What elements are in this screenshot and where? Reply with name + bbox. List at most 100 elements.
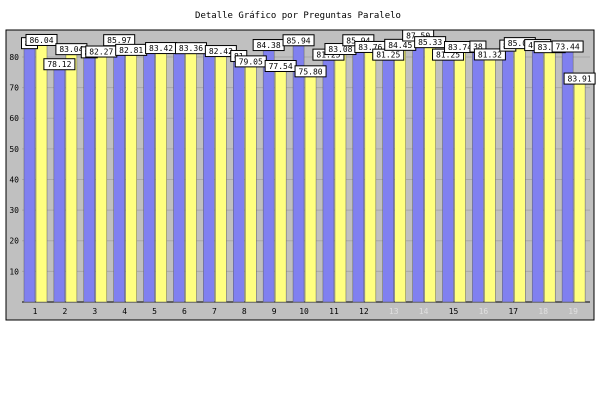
data-label-box: 75.80 [294, 65, 327, 78]
bar-yellow-6 [185, 46, 197, 303]
x-tick-label: 12 [359, 307, 369, 316]
data-label-box: 78.12 [43, 58, 76, 71]
bar-blue-8 [233, 54, 245, 303]
bar-yellow-3 [95, 49, 108, 303]
data-label-box: 83.42 [145, 42, 178, 55]
data-label: 85.94 [287, 36, 311, 45]
data-label: 85.97 [107, 36, 131, 45]
bar-blue-10 [292, 38, 305, 303]
x-tick-label: 9 [272, 307, 277, 316]
data-label-box: 85.94 [282, 34, 315, 47]
data-label: 77.54 [269, 62, 293, 71]
data-label-box: 83.91 [563, 72, 596, 85]
data-label-box: 73.44 [551, 40, 584, 53]
bar-yellow-11 [334, 47, 347, 303]
data-label: 83.74 [448, 43, 472, 52]
bar-blue-12 [352, 38, 365, 303]
data-label-bg [551, 40, 584, 53]
x-tick-label: 13 [389, 307, 399, 316]
x-tick-label: 10 [299, 307, 309, 316]
x-tick-label: 3 [92, 307, 97, 316]
x-tick-label: 1 [33, 307, 38, 316]
data-label: 81.32 [478, 50, 502, 59]
bar-yellow-18 [543, 45, 556, 303]
bar-yellow-12 [364, 45, 377, 303]
x-tick-label: 16 [479, 307, 489, 316]
bar-yellow-9 [274, 64, 287, 303]
chart-title: Detalle Gráfico por Preguntas Paralelo [195, 11, 401, 21]
data-labels: 8586.0478.1283.048182.2785.9782.8183.428… [21, 29, 596, 85]
x-tick-label: 7 [212, 307, 217, 316]
data-label: 87.50 [406, 32, 430, 41]
data-label: 38 [473, 43, 483, 52]
bar-yellow-13 [394, 43, 406, 303]
y-axis-ticks: 10 20 30 40 50 60 70 80 [9, 53, 19, 276]
data-label: 86.04 [29, 36, 53, 45]
bar-blue-3 [83, 50, 96, 303]
bar-blue-18 [531, 43, 544, 303]
bar-yellow-5 [155, 46, 167, 303]
bar-blue-16 [472, 44, 484, 303]
data-label: 83.36 [179, 44, 203, 53]
data-label-bg [563, 72, 596, 85]
data-label: 79.05 [239, 57, 263, 66]
data-label-bg [43, 58, 76, 71]
data-label-box: 81.32 [473, 48, 506, 61]
data-label-bg [25, 33, 58, 46]
y-tick-label: 30 [9, 206, 19, 215]
bar-blue-2 [53, 62, 66, 303]
bar-yellow-2 [65, 47, 78, 303]
data-label: 84.45 [388, 41, 412, 50]
x-tick-label: 17 [508, 307, 518, 316]
bar-blue-4 [113, 38, 125, 303]
x-tick-label: 11 [329, 307, 339, 316]
data-label: 81.25 [376, 51, 400, 60]
bar-yellow-14 [424, 40, 436, 303]
data-label: 83.42 [149, 44, 173, 53]
data-label-box: 84.38 [252, 39, 285, 52]
bar-yellow-17 [514, 41, 526, 303]
x-tick-label: 6 [182, 307, 187, 316]
bar-yellow-10 [304, 69, 317, 303]
bar-yellow-8 [245, 59, 257, 303]
bar-yellow-4 [125, 48, 137, 303]
data-label: 85.01 [508, 39, 532, 48]
x-tick-label: 2 [62, 307, 67, 316]
bar-yellow-19 [573, 76, 586, 303]
x-axis-ticks: 1 2 3 4 5 6 7 8 9 10 11 12 13 14 15 16 17 18 19 [33, 307, 579, 316]
x-tick-label: 5 [152, 307, 157, 316]
data-label: 83.91 [568, 75, 592, 84]
bar-blue-6 [173, 46, 185, 303]
x-tick-label: 15 [449, 307, 459, 316]
data-label: 83.08 [328, 45, 352, 54]
data-label: 85.33 [418, 38, 442, 47]
data-label: 82.42 [209, 47, 233, 56]
data-label-box: 85.33 [414, 36, 447, 49]
data-label: 85.94 [346, 36, 370, 45]
data-label: 83.04 [59, 45, 83, 54]
data-label-box: 82.81 [115, 43, 148, 56]
data-label: 84.38 [257, 41, 281, 50]
data-label: 78.12 [47, 60, 71, 69]
bar-yellow-1 [35, 38, 48, 303]
data-label-bg [473, 48, 506, 61]
x-tick-label: 8 [242, 307, 247, 316]
bar-yellow-15 [454, 45, 466, 303]
y-tick-label: 60 [9, 114, 19, 123]
y-tick-label: 70 [9, 84, 19, 93]
bar-yellow-7 [215, 49, 227, 303]
data-label-box: 82.27 [85, 45, 118, 58]
y-tick-label: 20 [9, 237, 19, 246]
bar-blue-1 [23, 41, 36, 303]
bars [23, 33, 586, 303]
x-tick-label: 4 [122, 307, 127, 316]
data-label: 83.69 [538, 43, 562, 52]
data-label: 82.27 [89, 48, 113, 57]
data-label: 73.44 [556, 42, 580, 51]
y-tick-label: 80 [9, 53, 19, 62]
data-label: 75.80 [299, 67, 323, 76]
data-label: 81.25 [316, 51, 340, 60]
bar-yellow-16 [484, 52, 496, 303]
